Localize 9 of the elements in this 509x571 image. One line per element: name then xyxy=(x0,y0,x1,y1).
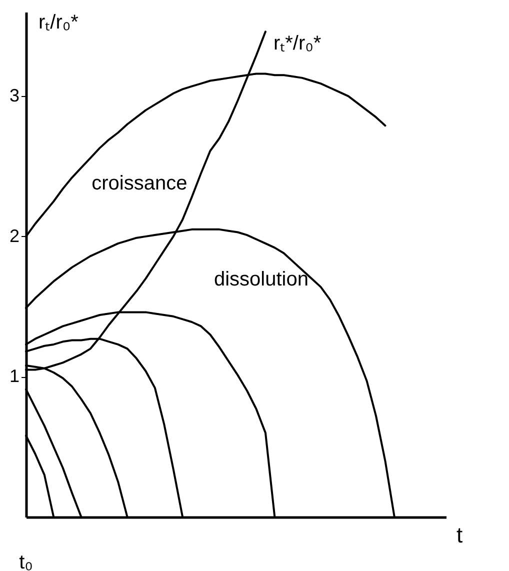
y-tick-label: 3 xyxy=(9,86,20,106)
text: t₀ xyxy=(19,551,33,571)
y-tick-label: 2 xyxy=(9,226,20,246)
annotation: dissolution xyxy=(214,268,308,291)
y-tick-label: 1 xyxy=(9,366,20,386)
annotation: croissance xyxy=(92,172,188,195)
y-axis-title: rₜ/r₀* xyxy=(38,12,79,34)
x-axis-title: t xyxy=(456,522,463,548)
series-label: rₜ*/r₀* xyxy=(273,32,322,55)
